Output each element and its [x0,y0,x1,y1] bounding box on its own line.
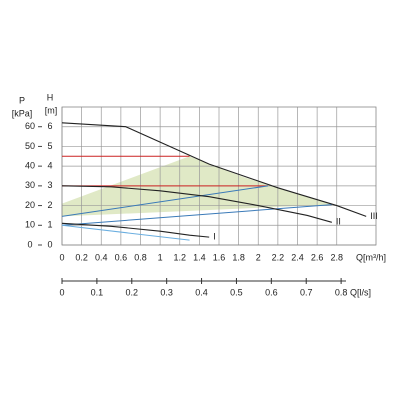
x-tick-label: 2.8 [330,252,343,262]
curve-label: III [370,211,378,221]
y-tick-label: 0 [47,239,52,249]
control-line [61,185,269,217]
y2-unit: [kPa] [12,108,33,118]
y-unit: [m] [45,105,58,115]
x-tick-label: 2 [256,252,261,262]
y2-tick-label: 0 [27,239,32,249]
x2-tick-label: 0.5 [230,287,243,297]
x-tick-label: 2.6 [311,252,324,262]
y2-tick-label: 10 [25,220,35,230]
y2-tick-label: 40 [25,161,35,171]
x-tick-label: 0.2 [75,252,88,262]
curve-label: I [213,231,216,241]
x-tick-label: 1.2 [173,252,186,262]
x-label: Q[m³/h] [356,252,386,262]
x-tick-label: 0 [59,252,64,262]
y-tick-label: 2 [47,200,52,210]
control-line [61,204,332,226]
x2-tick-label: 0.6 [265,287,278,297]
x-tick-label: 1.6 [213,252,226,262]
y2-tick-label: 60 [25,121,35,131]
pump-curve [61,185,332,223]
x2-tick-label: 0.2 [126,287,139,297]
pump-curve [61,222,210,238]
control-line [61,224,190,241]
x-tick-label: 1.8 [232,252,245,262]
plot-frame [61,106,377,246]
x-tick-label: 0.4 [95,252,108,262]
y-tick-label: 3 [47,180,52,190]
x2-tick-label: 0.3 [160,287,173,297]
x2-tick-label: 0.1 [91,287,104,297]
curve-label: II [336,217,341,227]
y-label: H [47,92,54,102]
y2-tick-label: 50 [25,141,35,151]
x2-label: Q[l/s] [350,287,371,297]
x2-tick-label: 0.7 [300,287,313,297]
x2-tick-label: 0 [59,287,64,297]
y-tick-label: 6 [47,121,52,131]
y-tick-label: 4 [47,161,52,171]
x-tick-label: 1.4 [193,252,206,262]
x-tick-label: 0.6 [115,252,128,262]
y2-label: P [19,95,25,105]
x-tick-label: 2.2 [272,252,285,262]
y2-tick-label: 30 [25,180,35,190]
y-tick-label: 1 [47,220,52,230]
x-tick-label: 2.4 [291,252,304,262]
x-tick-label: 0.8 [134,252,147,262]
x2-tick-label: 0.8 [335,287,348,297]
x-tick-label: 1 [158,252,163,262]
y-tick-label: 5 [47,141,52,151]
x2-tick-label: 0.4 [195,287,208,297]
pump-curve [61,122,367,217]
y2-tick-label: 20 [25,200,35,210]
